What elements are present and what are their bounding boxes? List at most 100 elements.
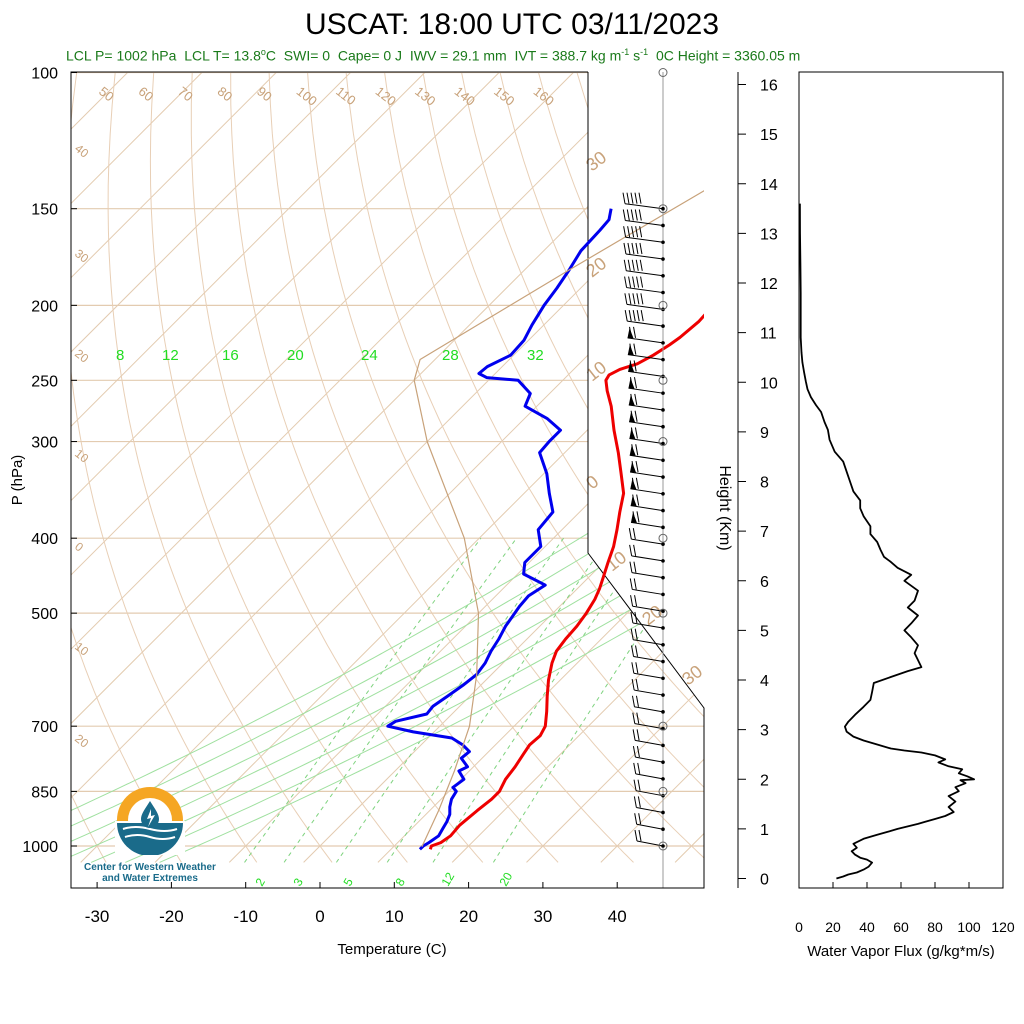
isotherm [71,72,574,863]
wind-barb [632,746,665,764]
barb-feather [630,410,634,422]
wind-barb [629,561,665,580]
wind-barb [631,695,665,714]
wind-barbs [622,68,668,888]
x-tick-label: 40 [608,907,627,926]
barb-feather [635,477,639,489]
chart-title: USCAT: 18:00 UTC 03/11/2023 [304,8,720,41]
barb-feather [631,259,635,271]
dry-adiabat-label: 100 [294,84,320,109]
barb-panel-outline [587,72,705,888]
barb-feather [636,310,640,322]
wind-barb [623,242,665,261]
dry-adiabat-label: 90 [254,84,275,105]
mixing-ratio-label: 12 [162,347,179,364]
calm-circle [658,608,668,618]
y-tick-label: 150 [31,202,58,219]
barb-station-dot [661,844,665,848]
wind-barb [633,762,665,781]
barb-feather [630,611,634,624]
barb-feather [640,310,644,322]
dry-adiabat [268,72,634,863]
barb-feather [624,293,628,305]
barb-shaft [627,354,664,361]
barb-feather [627,259,631,271]
cape-value: Cape= 0 J [337,47,403,64]
barb-station-dot [661,575,665,580]
wind-barb [624,276,665,295]
barb-feather [634,209,638,221]
mixing-ratio-label: 12 [438,870,457,889]
y-tick-label: 850 [31,784,58,801]
barb-shaft [626,287,664,294]
barb-station-dot [661,760,665,764]
calm-circle [658,204,668,214]
barb-feather [629,343,633,355]
x-tick-label: -10 [233,907,258,926]
barb-feather [629,544,633,556]
y-tick-label: 250 [31,373,58,390]
wind-barb [628,360,665,379]
barb-shaft [630,505,664,512]
wind-barb [628,393,665,412]
barb-feather [633,762,637,775]
barb-station-dot [661,441,665,446]
barb-feather [634,628,638,640]
isotherm [80,72,704,863]
barb-shaft [627,337,664,344]
isotherm [71,72,277,863]
wind-barb [630,611,665,630]
sounding-traces [386,190,704,851]
barb-feather [629,326,633,338]
barb-feather [627,226,631,238]
barb-station-dot [661,475,665,479]
temperature-trace [428,313,704,850]
wind-barb [622,209,665,228]
barb-feather [637,779,641,791]
barb-feather [624,276,628,288]
dry-adiabat-label: 150 [491,84,517,109]
barb-feather [622,192,626,204]
barb-feather [622,209,626,221]
barb-feather [623,242,627,255]
barb-shaft [633,639,664,646]
barb-feather [632,746,636,758]
moist-adiabat [159,351,704,863]
barb-shaft [635,773,664,780]
barb-feather [639,259,643,271]
barb-station-dot [661,324,665,328]
freezing-level-degree: 0 [655,47,664,64]
dry-adiabat-label: 130 [412,84,438,109]
mixing-ratio-label: 2 [252,875,268,888]
barb-feather [640,276,644,288]
wind-barb [632,729,665,748]
wind-barb [634,813,665,832]
barb-shaft [630,488,664,495]
barb-shaft [624,203,664,210]
calm-circle [658,437,668,447]
barb-feather [631,460,635,473]
wind-barb [627,326,665,345]
barb-shaft [633,656,664,663]
wind-barb [623,259,665,278]
y-tick-label: 700 [31,719,58,736]
barb-shaft [635,790,664,797]
barb-feather [635,678,639,691]
barb-station-dot [661,659,665,664]
barb-station-dot [661,676,665,681]
lcl-pressure: LCL P= 1002 hPa [66,47,177,64]
parcel-trace [413,190,704,847]
barb-shaft [630,521,664,528]
barb-feather [634,611,638,624]
x-tick-label: 30 [533,907,552,926]
dry-adiabat-label: 80 [215,84,236,105]
logo-line-2: and Water Extremes [102,873,198,884]
edge-label: 20 [72,346,91,365]
barb-feather [630,393,634,406]
barb-feather [634,393,638,406]
barb-station-dot [661,341,665,345]
dry-adiabat [149,72,408,863]
wind-barb [631,662,665,681]
